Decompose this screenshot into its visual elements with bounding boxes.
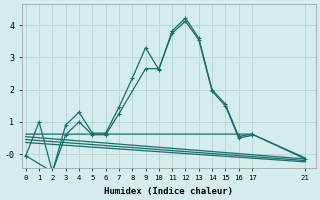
X-axis label: Humidex (Indice chaleur): Humidex (Indice chaleur) [104,187,233,196]
